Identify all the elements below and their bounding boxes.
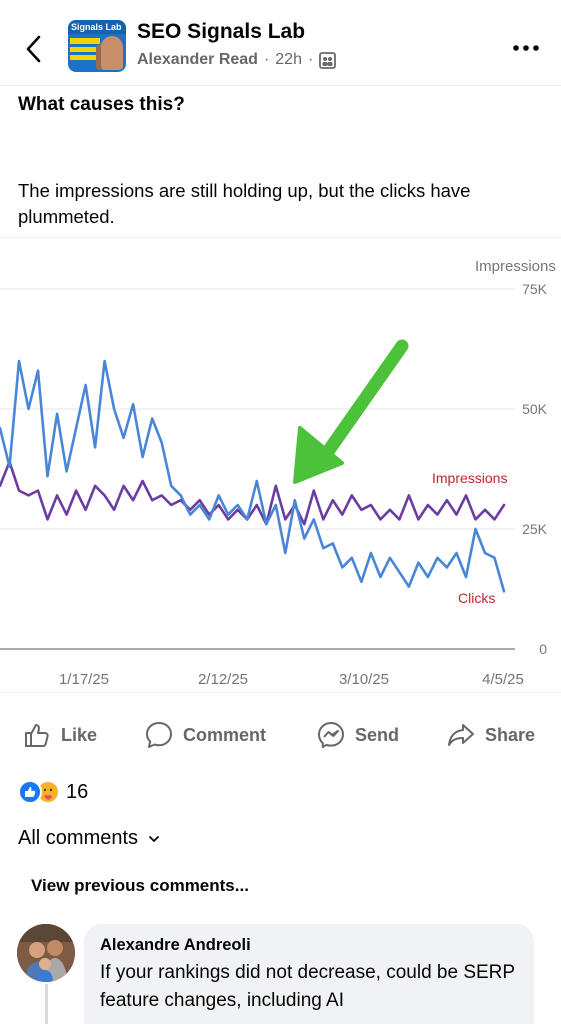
send-button[interactable]: Send <box>316 714 399 756</box>
meta-separator: · <box>263 51 270 68</box>
comment-bubble[interactable]: Alexandre Andreoli If your rankings did … <box>84 924 534 1024</box>
y-tick-label: 75K <box>522 281 548 297</box>
thumbs-up-icon <box>25 724 49 747</box>
green-arrow-head <box>293 426 344 484</box>
chevron-down-icon <box>149 835 159 842</box>
chevron-left-icon[interactable] <box>22 34 46 64</box>
x-tick-label: 3/10/25 <box>339 671 389 688</box>
series-line-clicks <box>0 359 506 593</box>
comment-bubble-icon <box>146 722 172 748</box>
like-label: Like <box>61 724 98 745</box>
series-label-impressions: Impressions <box>432 470 507 486</box>
post-actions: Like Comment Send Share <box>0 714 561 756</box>
chart-svg: 75K 50K 25K 0 Impressions 1/17/25 2/12/25 3/10/… <box>0 258 556 688</box>
post-question: What causes this? <box>18 94 185 115</box>
group-avatar-text: Signals Lab <box>68 20 126 34</box>
post-time[interactable]: 22h <box>275 51 302 68</box>
series-label-clicks: Clicks <box>458 590 495 606</box>
comment-text: If your rankings did not decrease, could… <box>100 962 515 1011</box>
like-button[interactable]: Like <box>22 714 97 756</box>
post-header: Signals Lab SEO Signals Lab Alexander Re… <box>0 0 561 86</box>
comment-filter-dropdown[interactable]: All comments <box>18 827 160 850</box>
commenter-name[interactable]: Alexandre Andreoli <box>100 936 251 954</box>
commenter-avatar[interactable] <box>17 924 75 982</box>
more-horizontal-icon[interactable] <box>510 38 542 58</box>
x-tick-label: 1/17/25 <box>59 671 109 688</box>
reaction-summary[interactable]: 16 <box>18 778 88 806</box>
x-tick-label: 2/12/25 <box>198 671 248 688</box>
post-meta: Alexander Read · 22h · <box>137 51 337 69</box>
comment-button[interactable]: Comment <box>144 714 266 756</box>
messenger-icon <box>318 722 344 748</box>
share-label: Share <box>485 724 536 745</box>
meta-separator-2: · <box>307 51 314 68</box>
share-arrow-icon <box>448 724 474 746</box>
post-body: The impressions are still holding up, bu… <box>18 180 471 227</box>
author-name[interactable]: Alexander Read <box>137 51 258 68</box>
comment-label: Comment <box>183 724 267 745</box>
post-image-chart[interactable]: 75K 50K 25K 0 Impressions 1/17/25 2/12/25 3/10/… <box>0 237 561 693</box>
groups-icon <box>319 51 337 69</box>
share-button[interactable]: Share <box>446 714 535 756</box>
x-tick-label: 4/5/25 <box>482 671 524 688</box>
y-tick-label: 25K <box>522 521 548 537</box>
thread-line <box>45 984 48 1024</box>
y-tick-label: 0 <box>539 641 547 657</box>
green-arrow-shaft <box>315 339 409 467</box>
like-reaction-icon <box>18 780 42 804</box>
y-axis-label: Impressions <box>475 258 556 275</box>
reaction-count: 16 <box>66 780 89 803</box>
y-tick-label: 50K <box>522 401 548 417</box>
group-avatar[interactable]: Signals Lab <box>68 20 126 72</box>
comment-filter-label: All comments <box>18 827 139 849</box>
view-previous-comments-link[interactable]: View previous comments... <box>31 876 249 895</box>
series-line-impressions <box>0 460 506 526</box>
group-name[interactable]: SEO Signals Lab <box>137 20 306 43</box>
send-label: Send <box>355 724 400 745</box>
